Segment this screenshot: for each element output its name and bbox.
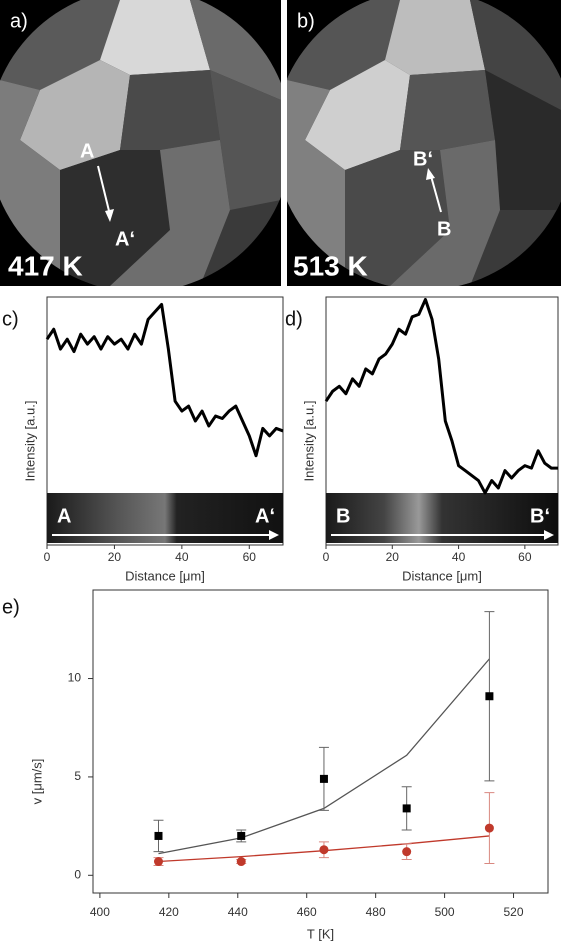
panel-label: b) — [297, 10, 315, 32]
point-label: A — [80, 140, 94, 162]
data-point — [402, 847, 411, 856]
point-label: B — [437, 218, 451, 240]
x-axis-label: Distance [μm] — [125, 568, 205, 583]
strip-label: A — [57, 505, 71, 527]
x-tick-label: 500 — [435, 905, 455, 919]
data-point — [154, 832, 162, 840]
x-tick-label: 40 — [175, 550, 189, 564]
x-tick-label: 460 — [297, 905, 317, 919]
temperature-label: 513 K — [293, 250, 368, 281]
data-point — [154, 857, 163, 866]
intensity-line — [326, 299, 558, 492]
x-tick-label: 40 — [452, 550, 466, 564]
x-tick-label: 520 — [504, 905, 524, 919]
micrograph-b — [287, 0, 561, 286]
x-tick-label: 0 — [44, 550, 51, 564]
figure: a) 417 K A A‘ b) 513 K B B‘ A A‘ 0 20 40 60 Di… — [0, 0, 561, 949]
data-point — [485, 824, 494, 833]
x-tick-label: 60 — [243, 550, 257, 564]
intensity-line — [47, 304, 283, 455]
data-point — [485, 692, 493, 700]
x-tick-label: 400 — [90, 905, 110, 919]
x-tick-label: 20 — [386, 550, 400, 564]
strip-label: B‘ — [530, 505, 550, 527]
data-point — [320, 775, 328, 783]
data-point — [319, 845, 328, 854]
temperature-label: 417 K — [8, 250, 83, 281]
data-point — [403, 804, 411, 812]
y-axis-label: Intensity [a.u.] — [301, 401, 316, 482]
y-tick-label: 0 — [74, 867, 81, 881]
x-tick-label: 20 — [108, 550, 122, 564]
x-tick-label: 0 — [323, 550, 330, 564]
x-tick-label: 420 — [159, 905, 179, 919]
strip-label: A‘ — [255, 505, 275, 527]
y-axis-label: v [μm/s] — [29, 759, 44, 805]
x-tick-label: 440 — [228, 905, 248, 919]
y-tick-label: 5 — [74, 769, 81, 783]
point-label: A‘ — [115, 228, 135, 250]
panel-label: c) — [2, 308, 19, 330]
panel-label: e) — [2, 596, 20, 618]
x-axis-label: T [K] — [307, 926, 334, 941]
panel-label: a) — [10, 10, 28, 32]
y-axis-label: Intensity [a.u.] — [22, 401, 37, 482]
x-tick-label: 60 — [518, 550, 532, 564]
x-tick-label: 480 — [366, 905, 386, 919]
y-tick-label: 10 — [68, 671, 82, 685]
data-point — [237, 857, 246, 866]
strip-label: B — [336, 505, 350, 527]
page: {"images": [ {"label": "a)", "temperatur… — [0, 0, 561, 949]
point-label: B‘ — [413, 148, 433, 170]
micrograph-a — [0, 0, 281, 286]
x-axis-label: Distance [μm] — [402, 568, 482, 583]
data-point — [237, 832, 245, 840]
panel-label: d) — [285, 308, 303, 330]
